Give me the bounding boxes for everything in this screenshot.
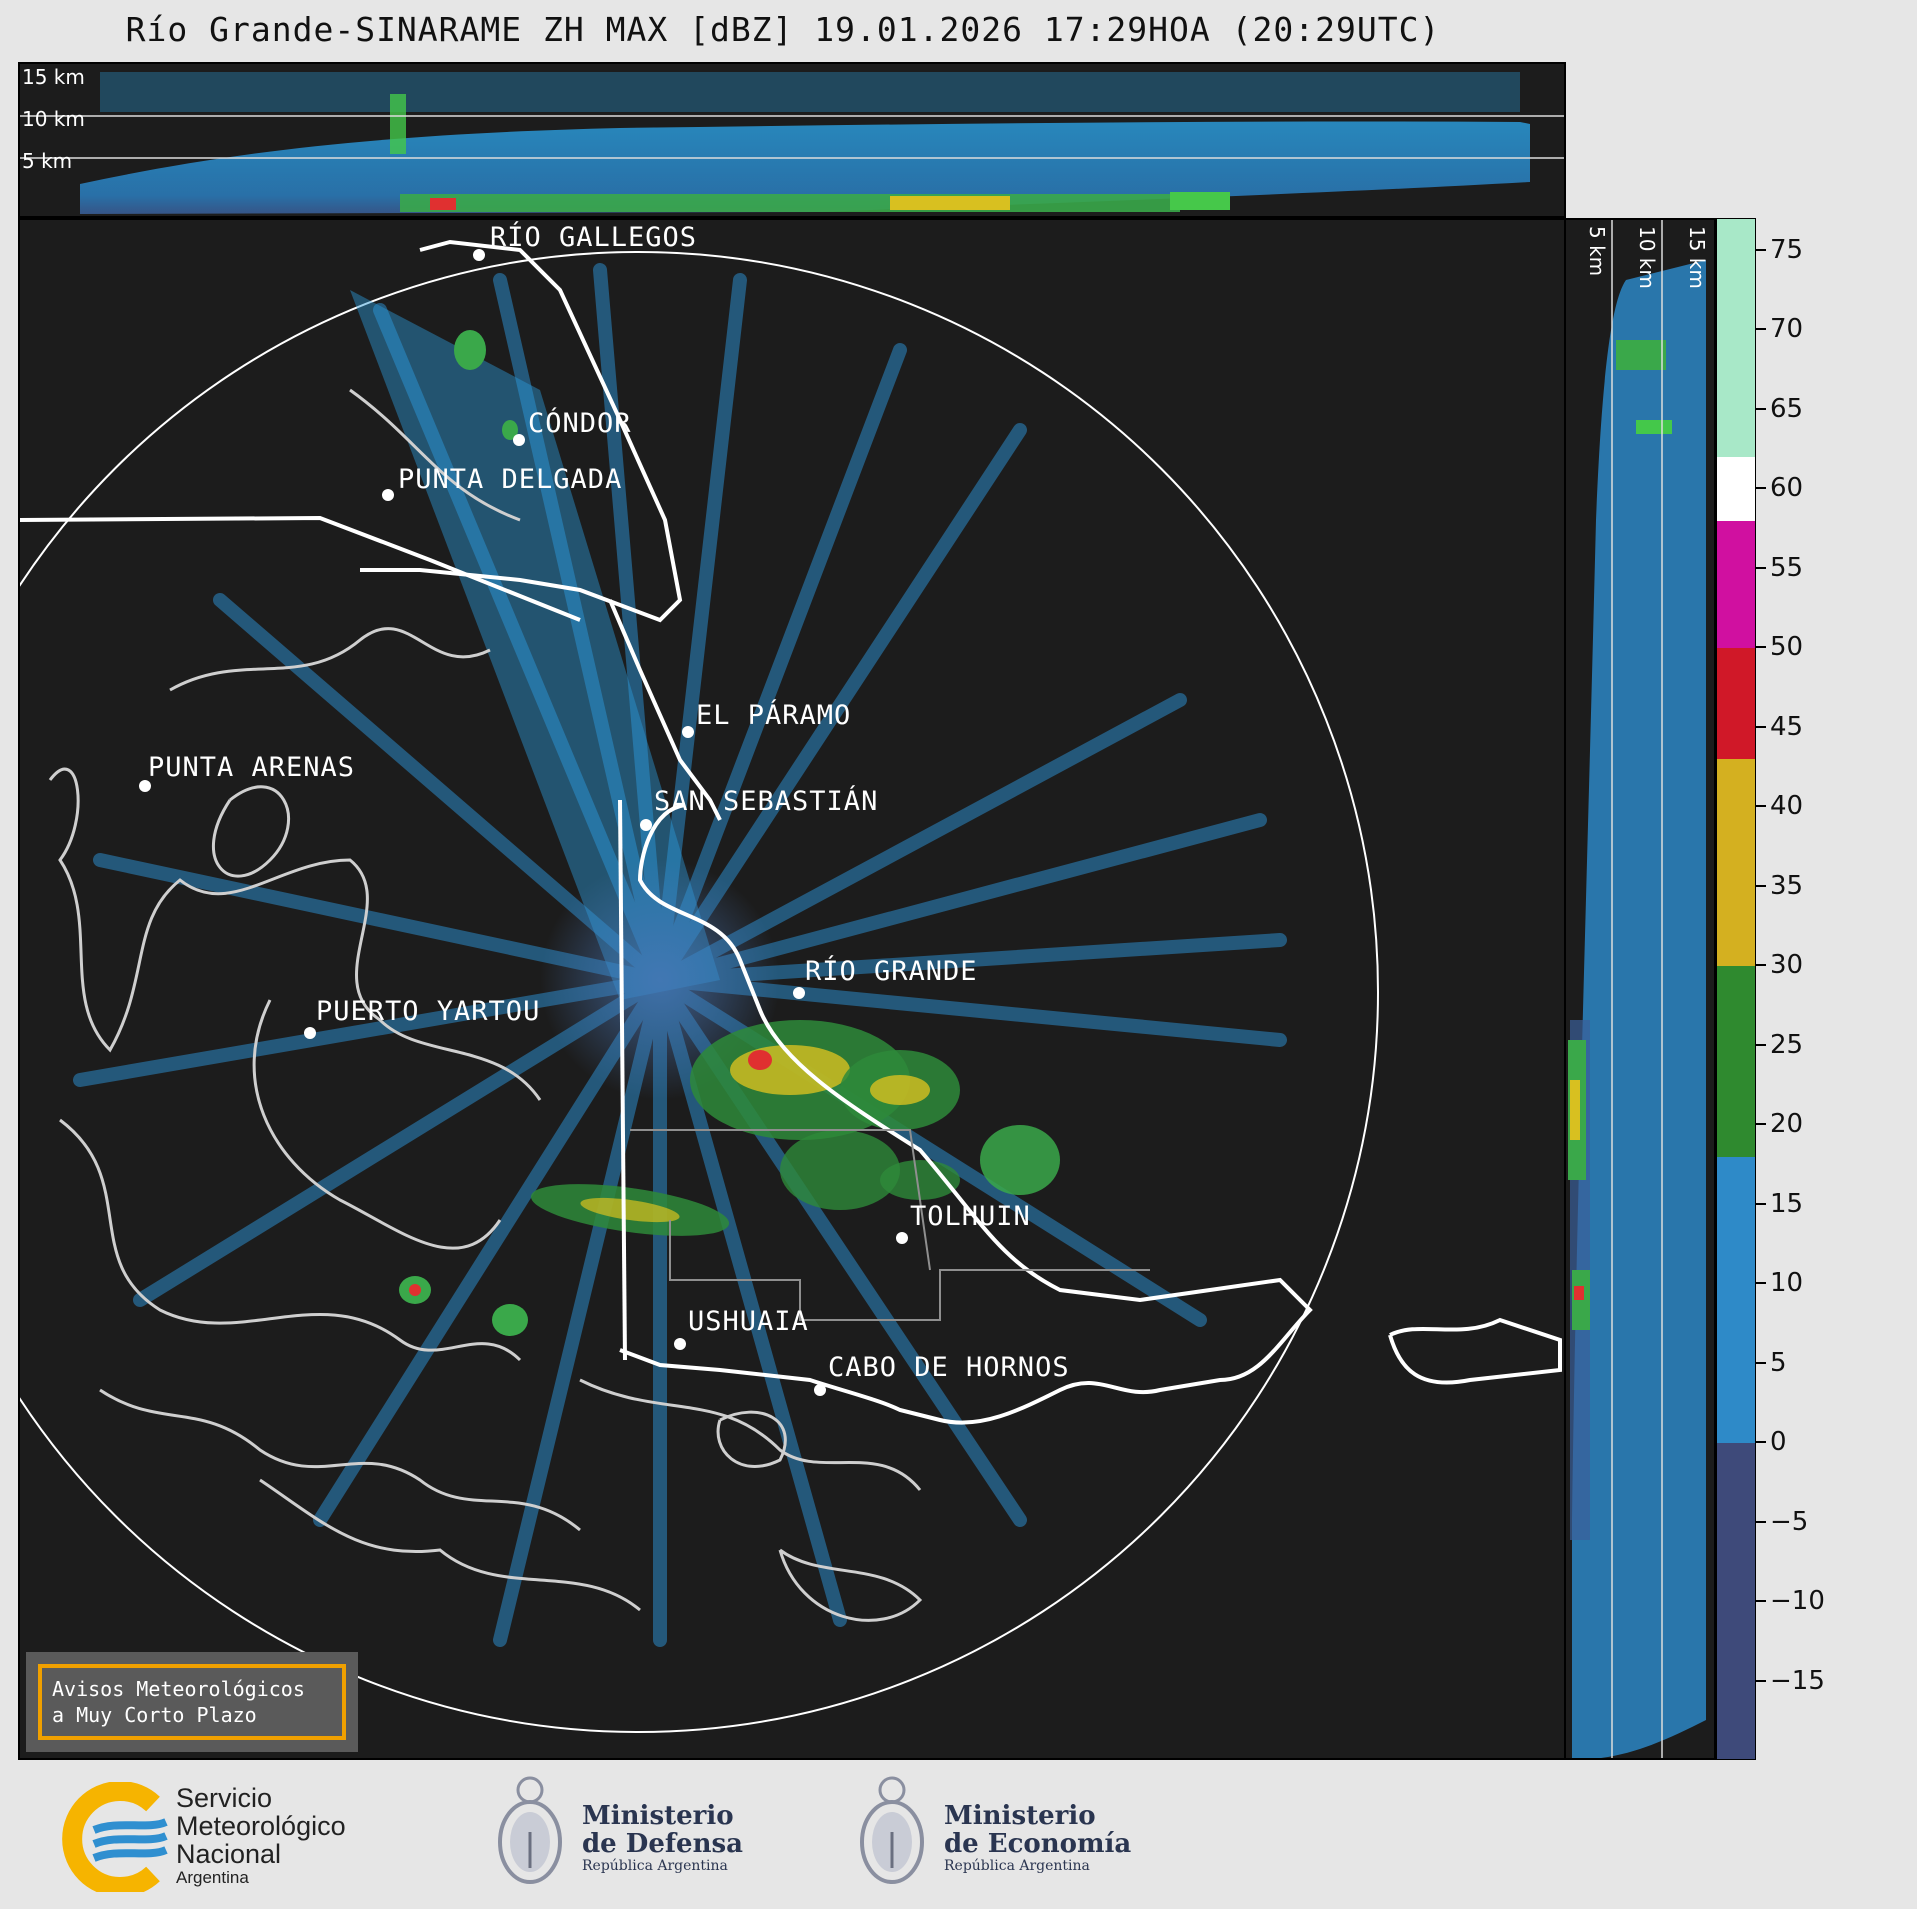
city-label-cabo-de-hornos: CABO DE HORNOS [828, 1352, 1070, 1383]
city-label-puerto-yartou: PUERTO YARTOU [316, 996, 540, 1027]
colorbar-segment [1717, 1443, 1755, 1759]
colorbar-tick-label: 20 [1770, 1109, 1804, 1140]
coastlines [48, 388, 923, 1622]
colorbar-tick [1756, 248, 1766, 251]
colorbar-tick-label: −15 [1770, 1665, 1825, 1696]
colorbar-tick-label: 0 [1770, 1427, 1787, 1458]
top-label-10km: 10 km [22, 107, 85, 131]
city-label-condor: CÓNDOR [528, 407, 632, 439]
colorbar-tick-label: 10 [1770, 1268, 1804, 1299]
city-label-punta-arenas: PUNTA ARENAS [148, 752, 355, 783]
colorbar-tick [1756, 1282, 1766, 1285]
city-label-punta-delgada: PUNTA DELGADA [398, 464, 622, 495]
defensa-line-3: República Argentina [582, 1858, 728, 1874]
side-label-10km: 10 km [1635, 226, 1659, 289]
colorbar-tick [1756, 1202, 1766, 1205]
page-title: Río Grande-SINARAME ZH MAX [dBZ] 19.01.2… [125, 10, 1441, 49]
notice-line-2: a Muy Corto Plazo [52, 1703, 257, 1727]
colorbar-tick-label: 45 [1770, 711, 1804, 742]
colorbar-tick [1756, 646, 1766, 649]
colorbar-tick [1756, 1361, 1766, 1364]
colorbar-tick-label: −10 [1770, 1586, 1825, 1617]
notice-box: Avisos Meteorológicos a Muy Corto Plazo [26, 1652, 358, 1752]
boundaries [20, 239, 1562, 1425]
colorbar-tick [1756, 964, 1766, 967]
colorbar-tick-label: 75 [1770, 234, 1804, 265]
colorbar-tick-label: 50 [1770, 632, 1804, 663]
smn-line-4: Argentina [176, 1868, 249, 1887]
radar-map: RÍO GALLEGOS CÓNDOR PUNTA DELGADA EL PÁR… [20, 221, 1562, 1733]
economia-line-2: de Economía [944, 1829, 1132, 1859]
colorbar-tick [1756, 805, 1766, 808]
colorbar-tick [1756, 1600, 1766, 1603]
colorbar-tick-label: 35 [1770, 870, 1804, 901]
defensa-line-1: Ministerio [582, 1801, 734, 1831]
smn-logo-mark [62, 1782, 168, 1892]
colorbar-tick-label: 40 [1770, 791, 1804, 822]
argentina-seal-icon [860, 1776, 924, 1884]
city-markers [139, 249, 908, 1396]
side-cross-section-panel: 5 km 10 km 15 km [1564, 218, 1716, 1760]
economia-line-3: República Argentina [944, 1858, 1090, 1874]
top-label-15km: 15 km [22, 65, 85, 89]
top-cross-section-graphic: 15 km 10 km 5 km [20, 65, 1564, 214]
colorbar-tick-label: 55 [1770, 552, 1804, 583]
colorbar-tick [1756, 566, 1766, 569]
colorbar-tick-label: 30 [1770, 950, 1804, 981]
colorbar [1716, 218, 1756, 1760]
colorbar-tick [1756, 1520, 1766, 1523]
economia-line-1: Ministerio [944, 1801, 1096, 1831]
colorbar-segment [1717, 759, 1755, 967]
colorbar-tick [1756, 725, 1766, 728]
side-label-5km: 5 km [1585, 226, 1609, 276]
city-label-el-paramo: EL PÁRAMO [696, 699, 851, 731]
defensa-line-2: de Defensa [582, 1829, 743, 1859]
city-label-ushuaia: USHUAIA [688, 1306, 809, 1337]
city-label-tolhuin: TOLHUIN [910, 1201, 1031, 1232]
colorbar-segment [1717, 966, 1755, 1157]
side-label-15km: 15 km [1685, 226, 1709, 289]
smn-line-3: Nacional [176, 1839, 282, 1869]
city-label-rio-grande: RÍO GRANDE [805, 955, 978, 987]
smn-line-2: Meteorológico [176, 1811, 346, 1841]
colorbar-tick-label: −5 [1770, 1506, 1809, 1537]
colorbar-tick [1756, 487, 1766, 490]
notice-line-1: Avisos Meteorológicos [52, 1677, 305, 1701]
colorbar-tick [1756, 1441, 1766, 1444]
colorbar-tick [1756, 328, 1766, 331]
smn-line-1: Servicio [176, 1783, 273, 1813]
radar-map-panel: RÍO GALLEGOS CÓNDOR PUNTA DELGADA EL PÁR… [18, 218, 1566, 1760]
colorbar-tick-label: 65 [1770, 393, 1804, 424]
colorbar-tick [1756, 1043, 1766, 1046]
district-boundaries [630, 1129, 1150, 1321]
colorbar-tick [1756, 884, 1766, 887]
colorbar-tick [1756, 1123, 1766, 1126]
colorbar-tick-label: 25 [1770, 1029, 1804, 1060]
colorbar-segment [1717, 521, 1755, 649]
side-cross-section-graphic: 5 km 10 km 15 km [1568, 220, 1709, 1758]
colorbar-tick-label: 60 [1770, 473, 1804, 504]
colorbar-tick-label: 70 [1770, 314, 1804, 345]
colorbar-tick [1756, 1679, 1766, 1682]
colorbar-segment [1717, 219, 1755, 458]
colorbar-segment [1717, 648, 1755, 760]
colorbar-segment [1717, 457, 1755, 522]
colorbar-segment [1717, 1156, 1755, 1444]
argentina-seal-icon [498, 1776, 562, 1884]
city-label-rio-gallegos: RÍO GALLEGOS [490, 221, 697, 253]
top-label-5km: 5 km [22, 149, 72, 173]
top-cross-section-panel: 15 km 10 km 5 km [18, 62, 1566, 218]
city-label-san-sebastian: SAN SEBASTIÁN [654, 785, 878, 817]
colorbar-tick-label: 15 [1770, 1188, 1804, 1219]
colorbar-tick [1756, 407, 1766, 410]
radar-range-ring [20, 251, 1379, 1733]
notice-frame: Avisos Meteorológicos a Muy Corto Plazo [38, 1664, 346, 1740]
colorbar-tick-label: 5 [1770, 1347, 1787, 1378]
